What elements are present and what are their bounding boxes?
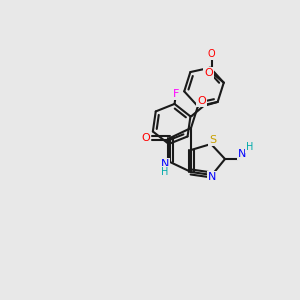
Text: O: O — [204, 68, 213, 78]
Text: N: N — [208, 172, 216, 182]
Text: N: N — [238, 149, 246, 159]
Text: N: N — [161, 159, 169, 169]
Text: O: O — [197, 96, 206, 106]
Text: H: H — [246, 142, 254, 152]
Text: S: S — [209, 135, 217, 145]
Text: O: O — [208, 49, 216, 59]
Text: F: F — [173, 89, 179, 99]
Text: H: H — [161, 167, 169, 177]
Text: O: O — [142, 133, 150, 143]
